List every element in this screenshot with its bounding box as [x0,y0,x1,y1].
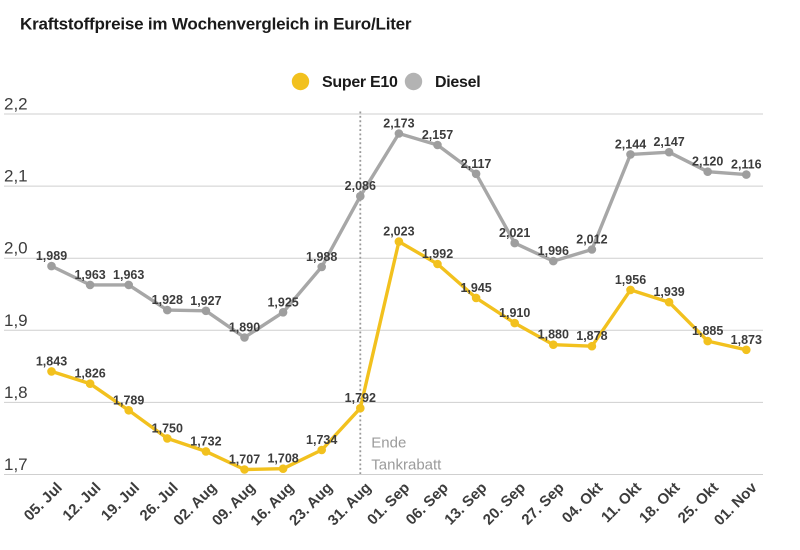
svg-text:2,1: 2,1 [4,167,28,186]
svg-text:1,708: 1,708 [267,452,298,466]
svg-text:Kraftstoffpreise im Wochenverg: Kraftstoffpreise im Wochenvergleich in E… [20,15,412,34]
svg-text:Super E10: Super E10 [322,74,398,91]
svg-text:1,707: 1,707 [229,453,260,467]
svg-text:1,963: 1,963 [113,268,144,282]
svg-text:2,144: 2,144 [615,137,646,151]
svg-text:1,878: 1,878 [576,329,607,343]
svg-text:1,963: 1,963 [74,268,105,282]
svg-text:1,7: 1,7 [4,455,28,474]
svg-text:2,147: 2,147 [653,135,684,149]
svg-text:1,880: 1,880 [538,328,569,342]
svg-text:2,157: 2,157 [422,128,453,142]
svg-text:1,925: 1,925 [267,295,298,309]
svg-text:1,8: 1,8 [4,383,28,402]
svg-text:2,120: 2,120 [692,155,723,169]
svg-text:2,021: 2,021 [499,226,530,240]
svg-text:1,939: 1,939 [653,285,684,299]
svg-text:1,910: 1,910 [499,306,530,320]
svg-text:Diesel: Diesel [435,74,480,91]
svg-text:1,927: 1,927 [190,294,221,308]
svg-text:2,117: 2,117 [461,157,492,171]
svg-text:1,989: 1,989 [36,249,67,263]
svg-text:2,116: 2,116 [731,158,762,172]
svg-text:1,988: 1,988 [306,250,337,264]
svg-text:1,750: 1,750 [152,421,183,435]
svg-text:2,012: 2,012 [576,233,607,247]
svg-text:1,996: 1,996 [538,244,569,258]
svg-text:Ende: Ende [371,435,406,452]
svg-text:2,2: 2,2 [4,95,28,114]
svg-text:1,843: 1,843 [36,354,67,368]
svg-text:1,734: 1,734 [306,433,337,447]
svg-text:1,732: 1,732 [190,434,221,448]
svg-text:1,789: 1,789 [113,393,144,407]
svg-text:1,956: 1,956 [615,273,646,287]
svg-text:1,792: 1,792 [345,391,376,405]
svg-text:2,086: 2,086 [345,179,376,193]
svg-text:2,173: 2,173 [383,117,414,131]
svg-text:1,885: 1,885 [692,324,723,338]
svg-text:2,023: 2,023 [383,225,414,239]
svg-text:1,826: 1,826 [74,367,105,381]
svg-text:Tankrabatt: Tankrabatt [371,457,442,474]
svg-text:1,873: 1,873 [731,333,762,347]
svg-text:2,0: 2,0 [4,239,28,258]
svg-text:1,928: 1,928 [152,293,183,307]
svg-text:1,9: 1,9 [4,311,28,330]
svg-text:1,945: 1,945 [460,281,491,295]
svg-text:1,890: 1,890 [229,321,260,335]
svg-text:1,992: 1,992 [422,247,453,261]
